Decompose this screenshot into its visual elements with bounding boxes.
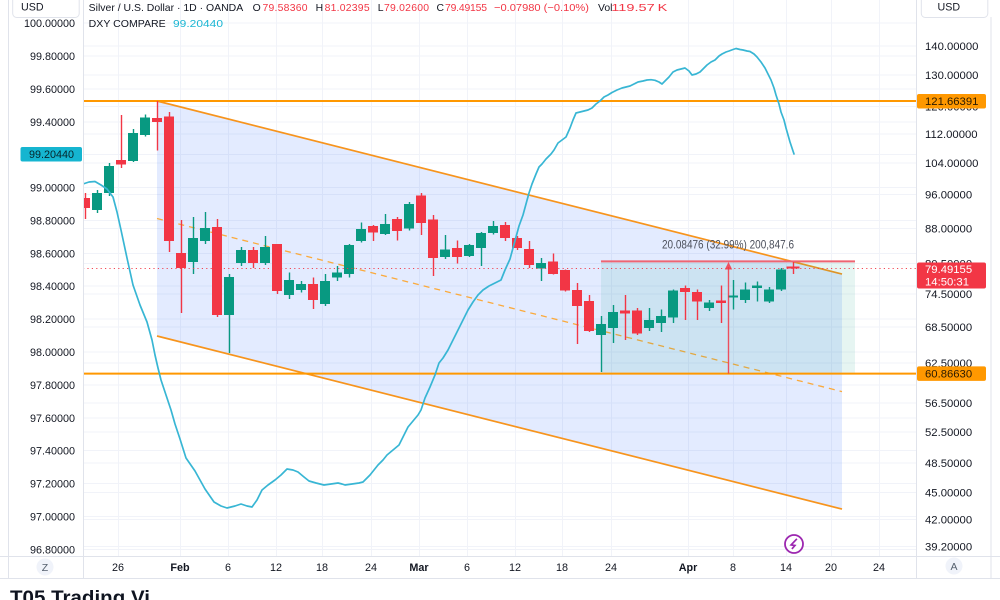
- svg-text:Feb: Feb: [170, 562, 190, 574]
- svg-text:14: 14: [780, 562, 792, 574]
- svg-text:Vol: Vol: [598, 3, 612, 14]
- svg-text:L: L: [378, 3, 384, 14]
- svg-text:100.00000: 100.00000: [24, 18, 75, 30]
- svg-text:88.00000: 88.00000: [925, 224, 972, 236]
- svg-text:96.80000: 96.80000: [30, 544, 75, 556]
- svg-text:99.20440: 99.20440: [29, 149, 74, 161]
- svg-text:52.50000: 52.50000: [925, 427, 972, 439]
- svg-text:98.60000: 98.60000: [30, 248, 75, 260]
- svg-text:121.66391: 121.66391: [925, 96, 978, 108]
- svg-text:Z: Z: [42, 562, 49, 574]
- svg-text:119.57 K: 119.57 K: [611, 3, 667, 14]
- svg-text:98.80000: 98.80000: [30, 216, 75, 228]
- svg-text:68.50000: 68.50000: [925, 322, 972, 334]
- svg-text:79.58360: 79.58360: [263, 3, 308, 14]
- svg-text:C: C: [437, 3, 445, 14]
- svg-text:99.00000: 99.00000: [30, 183, 75, 195]
- svg-text:104.00000: 104.00000: [925, 158, 978, 170]
- svg-text:97.60000: 97.60000: [30, 413, 75, 425]
- svg-text:97.20000: 97.20000: [30, 479, 75, 491]
- svg-text:98.40000: 98.40000: [30, 281, 75, 293]
- svg-text:60.86630: 60.86630: [925, 369, 972, 381]
- svg-text:26: 26: [112, 562, 124, 574]
- svg-text:18: 18: [316, 562, 328, 574]
- svg-text:39.20000: 39.20000: [925, 542, 972, 554]
- svg-text:14:50:31: 14:50:31: [925, 277, 969, 289]
- svg-text:79.02600: 79.02600: [384, 3, 429, 14]
- svg-text:74.50000: 74.50000: [925, 289, 972, 301]
- svg-text:79.49155: 79.49155: [445, 3, 487, 14]
- svg-text:45.00000: 45.00000: [925, 487, 972, 499]
- svg-text:99.20440: 99.20440: [173, 19, 223, 30]
- svg-text:48.50000: 48.50000: [925, 458, 972, 470]
- svg-text:99.60000: 99.60000: [30, 84, 75, 96]
- svg-text:56.50000: 56.50000: [925, 398, 972, 410]
- svg-text:98.00000: 98.00000: [30, 347, 75, 359]
- svg-text:−0.07980 (−0.10%): −0.07980 (−0.10%): [494, 3, 589, 14]
- svg-text:24: 24: [365, 562, 377, 574]
- svg-text:97.80000: 97.80000: [30, 380, 75, 392]
- svg-text:20: 20: [825, 562, 837, 574]
- svg-text:DXY COMPARE: DXY COMPARE: [89, 19, 166, 30]
- svg-text:6: 6: [464, 562, 470, 574]
- svg-text:Apr: Apr: [679, 562, 698, 574]
- svg-text:Mar: Mar: [409, 562, 429, 574]
- svg-text:A: A: [950, 561, 957, 573]
- svg-text:12: 12: [270, 562, 282, 574]
- svg-text:97.00000: 97.00000: [30, 511, 75, 523]
- svg-text:8: 8: [730, 562, 736, 574]
- svg-text:42.00000: 42.00000: [925, 515, 972, 527]
- svg-text:99.40000: 99.40000: [30, 117, 75, 129]
- svg-text:6: 6: [225, 562, 231, 574]
- svg-text:79.49155: 79.49155: [925, 264, 972, 276]
- svg-text:O: O: [253, 3, 261, 14]
- svg-text:24: 24: [605, 562, 617, 574]
- svg-text:24: 24: [873, 562, 885, 574]
- svg-text:96.00000: 96.00000: [925, 189, 972, 201]
- svg-text:99.80000: 99.80000: [30, 51, 75, 63]
- svg-text:Silver / U.S. Dollar · 1D · OA: Silver / U.S. Dollar · 1D · OANDA: [89, 3, 244, 14]
- svg-text:T05 Trading Vi: T05 Trading Vi: [10, 588, 150, 600]
- svg-text:97.40000: 97.40000: [30, 446, 75, 458]
- svg-text:12: 12: [509, 562, 521, 574]
- svg-text:130.00000: 130.00000: [925, 70, 978, 82]
- svg-text:18: 18: [556, 562, 568, 574]
- svg-text:H: H: [316, 3, 324, 14]
- svg-text:20.08476 (32.99%) 200,847.6: 20.08476 (32.99%) 200,847.6: [662, 238, 794, 252]
- svg-text:140.00000: 140.00000: [925, 41, 978, 53]
- svg-text:98.20000: 98.20000: [30, 314, 75, 326]
- svg-text:USD: USD: [938, 2, 961, 14]
- svg-text:USD: USD: [21, 2, 44, 14]
- svg-text:112.00000: 112.00000: [925, 129, 978, 141]
- svg-text:81.02395: 81.02395: [325, 3, 370, 14]
